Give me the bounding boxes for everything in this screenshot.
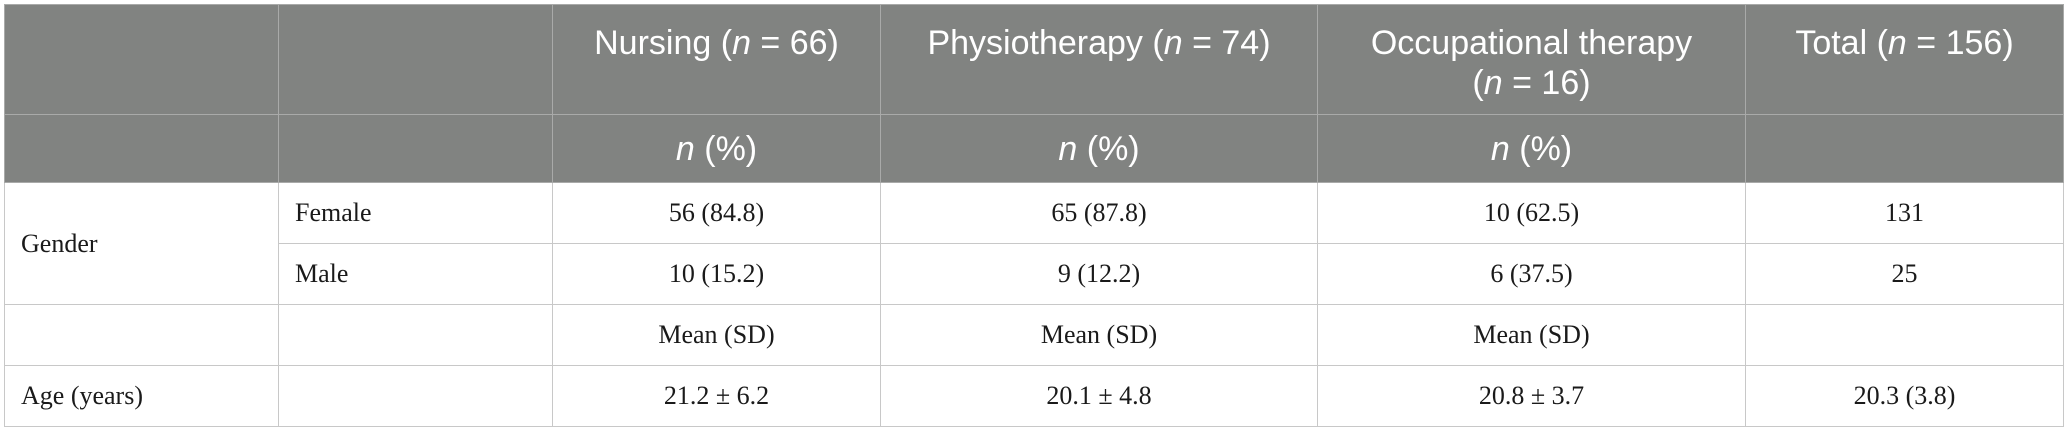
male-label: Male bbox=[278, 243, 553, 305]
mean-sd-physiotherapy: Mean (SD) bbox=[880, 304, 1318, 366]
male-occupational-therapy: 6 (37.5) bbox=[1317, 243, 1746, 305]
age-nursing: 21.2 ± 6.2 bbox=[552, 365, 881, 427]
header-row: Nursing (n = 66) Physiotherapy (n = 74) … bbox=[4, 4, 2064, 115]
female-nursing: 56 (84.8) bbox=[552, 182, 881, 244]
subheader-row: n (%) n (%) n (%) bbox=[4, 114, 2064, 183]
header-empty-2 bbox=[278, 4, 553, 115]
table-row-mean-sd: Mean (SD) Mean (SD) Mean (SD) bbox=[4, 304, 2064, 366]
age-occupational-therapy: 20.8 ± 3.7 bbox=[1317, 365, 1746, 427]
female-occupational-therapy: 10 (62.5) bbox=[1317, 182, 1746, 244]
table-row-age: Age (years) 21.2 ± 6.2 20.1 ± 4.8 20.8 ±… bbox=[4, 365, 2064, 427]
subheader-empty-1 bbox=[4, 114, 279, 183]
female-total: 131 bbox=[1745, 182, 2064, 244]
age-empty bbox=[278, 365, 553, 427]
age-label: Age (years) bbox=[4, 365, 279, 427]
female-label: Female bbox=[278, 182, 553, 244]
subheader-empty-2 bbox=[278, 114, 553, 183]
mean-sd-empty-1 bbox=[4, 304, 279, 366]
age-physiotherapy: 20.1 ± 4.8 bbox=[880, 365, 1318, 427]
header-nursing: Nursing (n = 66) bbox=[552, 4, 881, 115]
subheader-nursing: n (%) bbox=[552, 114, 881, 183]
mean-sd-occupational-therapy: Mean (SD) bbox=[1317, 304, 1746, 366]
mean-sd-nursing: Mean (SD) bbox=[552, 304, 881, 366]
subheader-total bbox=[1745, 114, 2064, 183]
male-total: 25 bbox=[1745, 243, 2064, 305]
demographics-table: Nursing (n = 66) Physiotherapy (n = 74) … bbox=[4, 4, 2064, 427]
female-physiotherapy: 65 (87.8) bbox=[880, 182, 1318, 244]
header-occupational-therapy: Occupational therapy (n = 16) bbox=[1317, 4, 1746, 115]
header-empty-1 bbox=[4, 4, 279, 115]
gender-label: Gender bbox=[4, 182, 279, 305]
table-row-female: Gender Female 56 (84.8) 65 (87.8) 10 (62… bbox=[4, 182, 2064, 305]
header-physiotherapy: Physiotherapy (n = 74) bbox=[880, 4, 1318, 115]
header-total: Total (n = 156) bbox=[1745, 4, 2064, 115]
mean-sd-empty-2 bbox=[278, 304, 553, 366]
subheader-physiotherapy: n (%) bbox=[880, 114, 1318, 183]
male-nursing: 10 (15.2) bbox=[552, 243, 881, 305]
age-total: 20.3 (3.8) bbox=[1745, 365, 2064, 427]
male-physiotherapy: 9 (12.2) bbox=[880, 243, 1318, 305]
mean-sd-empty-total bbox=[1745, 304, 2064, 366]
subheader-occupational-therapy: n (%) bbox=[1317, 114, 1746, 183]
table-row-male: Male 10 (15.2) 9 (12.2) 6 (37.5) 25 bbox=[5, 243, 2064, 305]
